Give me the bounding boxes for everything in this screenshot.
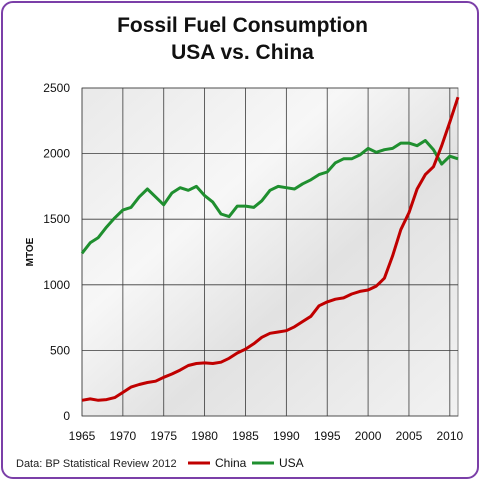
legend-label-usa: USA bbox=[279, 456, 304, 470]
x-tick-label: 1990 bbox=[273, 429, 300, 443]
y-tick-label: 2500 bbox=[43, 81, 70, 95]
chart-title-line-1: Fossil Fuel Consumption bbox=[117, 14, 368, 37]
x-tick-label: 2000 bbox=[355, 429, 382, 443]
y-tick-label: 2000 bbox=[43, 147, 70, 161]
y-tick-label: 500 bbox=[50, 343, 70, 357]
plot-area bbox=[81, 87, 459, 417]
y-axis-ticks: 0 500 1000 1500 2000 2500 bbox=[43, 81, 70, 423]
x-tick-label: 2005 bbox=[396, 429, 423, 443]
x-tick-label: 1965 bbox=[69, 429, 96, 443]
series-lines bbox=[80, 96, 460, 402]
chart-title: Fossil Fuel Consumption USA vs. China bbox=[0, 12, 485, 66]
x-tick-label: 1985 bbox=[232, 429, 259, 443]
y-axis-label: MTOE bbox=[25, 237, 36, 266]
series-line-usa bbox=[80, 139, 459, 255]
x-tick-label: 1970 bbox=[110, 429, 137, 443]
x-tick-label: 2010 bbox=[436, 429, 463, 443]
series-line-china bbox=[81, 96, 460, 402]
y-tick-label: 1000 bbox=[43, 278, 70, 292]
chart-title-line-2: USA vs. China bbox=[171, 41, 314, 64]
source-note: Data: BP Statistical Review 2012 bbox=[16, 458, 177, 470]
y-tick-label: 1500 bbox=[43, 212, 70, 226]
x-axis-ticks: 1965 1970 1975 1980 1985 1990 1995 2000 2005 2010 bbox=[69, 429, 464, 443]
legend-label-china: China bbox=[215, 456, 247, 470]
x-tick-label: 1980 bbox=[191, 429, 218, 443]
y-tick-label: 0 bbox=[63, 409, 70, 423]
legend: China USA bbox=[188, 456, 304, 470]
x-tick-label: 1995 bbox=[314, 429, 341, 443]
x-tick-label: 1975 bbox=[150, 429, 177, 443]
